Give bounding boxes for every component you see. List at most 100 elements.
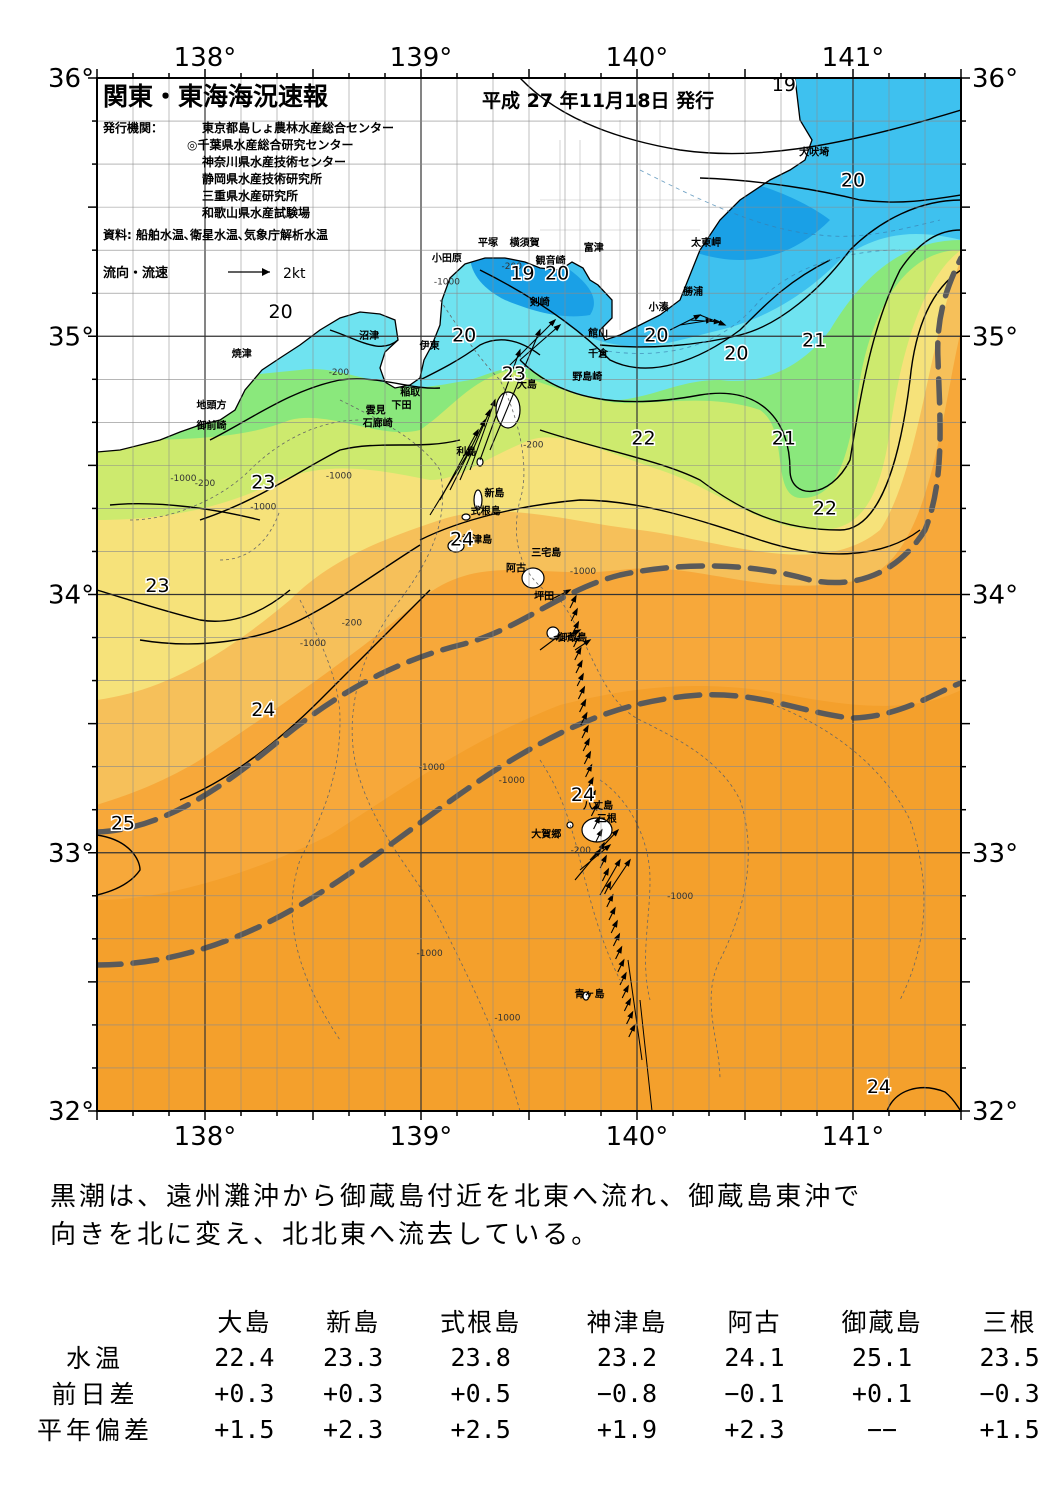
lat-label-right: 34° [972, 581, 1018, 611]
isotherm-23-west [97, 589, 291, 622]
place-label: 阿古 [506, 561, 526, 574]
kuroshio-outer [97, 680, 961, 968]
lat-label-right: 32° [972, 1097, 1018, 1127]
table-header-row: 大島 新島 式根島 神津島 阿古 御蔵島 三根 [0, 1303, 1064, 1339]
place-label: 太東岬 [690, 236, 721, 249]
current-arrowhead [573, 629, 582, 636]
current-arrow [519, 324, 561, 361]
current-arrowhead [589, 789, 596, 798]
isotherm-label: 20 [841, 169, 865, 191]
table-cell: +1.9 [596, 1414, 658, 1444]
depth-1000-west [339, 399, 521, 1111]
current-arrowhead [620, 971, 627, 980]
col-oshima: 大島 [217, 1308, 272, 1337]
current-arrow [439, 429, 479, 501]
current-arrowhead [548, 318, 557, 327]
table-row: 水温 22.4 23.3 23.8 23.2 24.1 25.1 23.5 [0, 1339, 1064, 1375]
table-cell: +2.3 [323, 1414, 384, 1444]
island-shikinejima [461, 513, 471, 521]
depth-label: -1000 [250, 502, 276, 512]
current-arrowhead [573, 620, 580, 629]
land-grid [540, 120, 700, 330]
place-label: 青ヶ島 [574, 987, 604, 1000]
depth-label: -1000 [300, 639, 326, 649]
current-arrowhead [616, 945, 623, 954]
place-label: 千倉 [588, 347, 609, 360]
grid-lines [97, 78, 961, 1111]
place-label: 坪田 [534, 590, 554, 603]
lon-label-bottom: 139° [390, 1122, 453, 1152]
col-mitsune: 三根 [982, 1308, 1037, 1337]
depth-label: -1000 [326, 471, 352, 481]
place-label: 神津島 [462, 533, 492, 546]
isotherm-20-north [699, 177, 961, 203]
current-arrowhead [580, 698, 587, 707]
kuroshio-inner [97, 255, 961, 835]
current-arrowhead [581, 711, 588, 720]
depth-label: -200 [502, 262, 523, 272]
map-title: 関東・東海海況速報 [103, 82, 329, 111]
current-arrowhead [579, 685, 586, 694]
isotherm-23-kinan [139, 544, 421, 645]
table-cell: +0.3 [323, 1378, 384, 1408]
table-cell: 23.2 [596, 1342, 658, 1372]
table-cell: −0.1 [724, 1378, 785, 1408]
current-arrowhead [570, 594, 577, 603]
isotherm-24-west [179, 589, 431, 801]
place-label: 八丈島 [582, 799, 613, 812]
current-arrowhead [611, 919, 618, 928]
depth-label: -200 [571, 846, 592, 856]
table-row: 平年偏差 +1.5 +2.3 +2.5 +1.9 +2.3 −− +1.5 [0, 1411, 1064, 1447]
current-arrowhead [693, 314, 702, 321]
axis-labels: 138° 138° 139° 139° 140° 140° 141° 141° 36° 36° 35… [48, 43, 1018, 1152]
isotherm-21-east [519, 229, 961, 493]
place-label: 式根島 [471, 504, 501, 517]
place-label: 稲取 [400, 386, 421, 399]
isotherm-20-suruga [329, 329, 399, 347]
current-arrowhead [553, 323, 562, 332]
place-label: 小湊 [648, 300, 670, 313]
depth-label: -1000 [417, 949, 443, 959]
publisher-3: 神奈川県水産技術センター [202, 154, 346, 169]
isotherm-label: 20 [452, 324, 476, 346]
isotherm-label: 24 [867, 1076, 891, 1098]
place-label: 剣崎 [529, 295, 550, 308]
isotherm-label: 24 [251, 699, 275, 721]
data-source: 資料: 船舶水温､衛星水温､気象庁解析水温 [103, 227, 328, 242]
map-content: -1000-200-200-200-1000-200-1000-1000-200… [97, 78, 961, 1111]
current-arrowhead [594, 815, 601, 824]
current-arrowhead [592, 802, 599, 811]
isotherms [97, 78, 961, 1111]
sagami-cold-patch [470, 255, 594, 317]
publisher-1: 東京都島しょ農林水産総合センター [202, 120, 394, 135]
current-arrowhead [587, 776, 594, 785]
depth-label: -1000 [170, 474, 196, 484]
lat-label-right: 35° [972, 322, 1018, 352]
isotherm-label: 23 [251, 472, 275, 494]
table-cell: +0.3 [214, 1378, 275, 1408]
lat-label-left: 33° [48, 839, 94, 869]
current-arrowhead [611, 828, 620, 837]
current-vectors [429, 314, 727, 1111]
isotherm-labels: 19 20 19 20 20 20 20 20 21 23 22 21 23 22 24 23 24 24 25 24 [109, 78, 892, 1099]
isotherm-label: 23 [502, 363, 526, 385]
publisher-label: 発行機関： [102, 120, 163, 135]
publisher-5: 三重県水産研究所 [202, 188, 298, 203]
col-niijima: 新島 [326, 1308, 381, 1337]
vector-track [639, 999, 653, 1111]
isotherm-label: 21 [802, 330, 826, 352]
table-cell: +2.5 [450, 1414, 511, 1444]
col-mikurajima: 御蔵島 [841, 1308, 923, 1337]
place-label: 雲見 [366, 405, 386, 417]
lat-label-left: 36° [48, 64, 94, 94]
lon-label-bottom: 141° [822, 1122, 885, 1152]
summary-line-2: 向きを北に変え、北北東へ流去している。 [50, 1220, 601, 1250]
place-label: 御蔵島 [556, 631, 587, 644]
place-label: 御前崎 [195, 419, 226, 432]
current-arrowhead [534, 328, 541, 337]
row-label-anomaly: 平年偏差 [36, 1416, 153, 1445]
depth-label: -200 [329, 368, 350, 378]
vector-track [627, 959, 643, 1061]
current-arrowhead [583, 639, 592, 646]
